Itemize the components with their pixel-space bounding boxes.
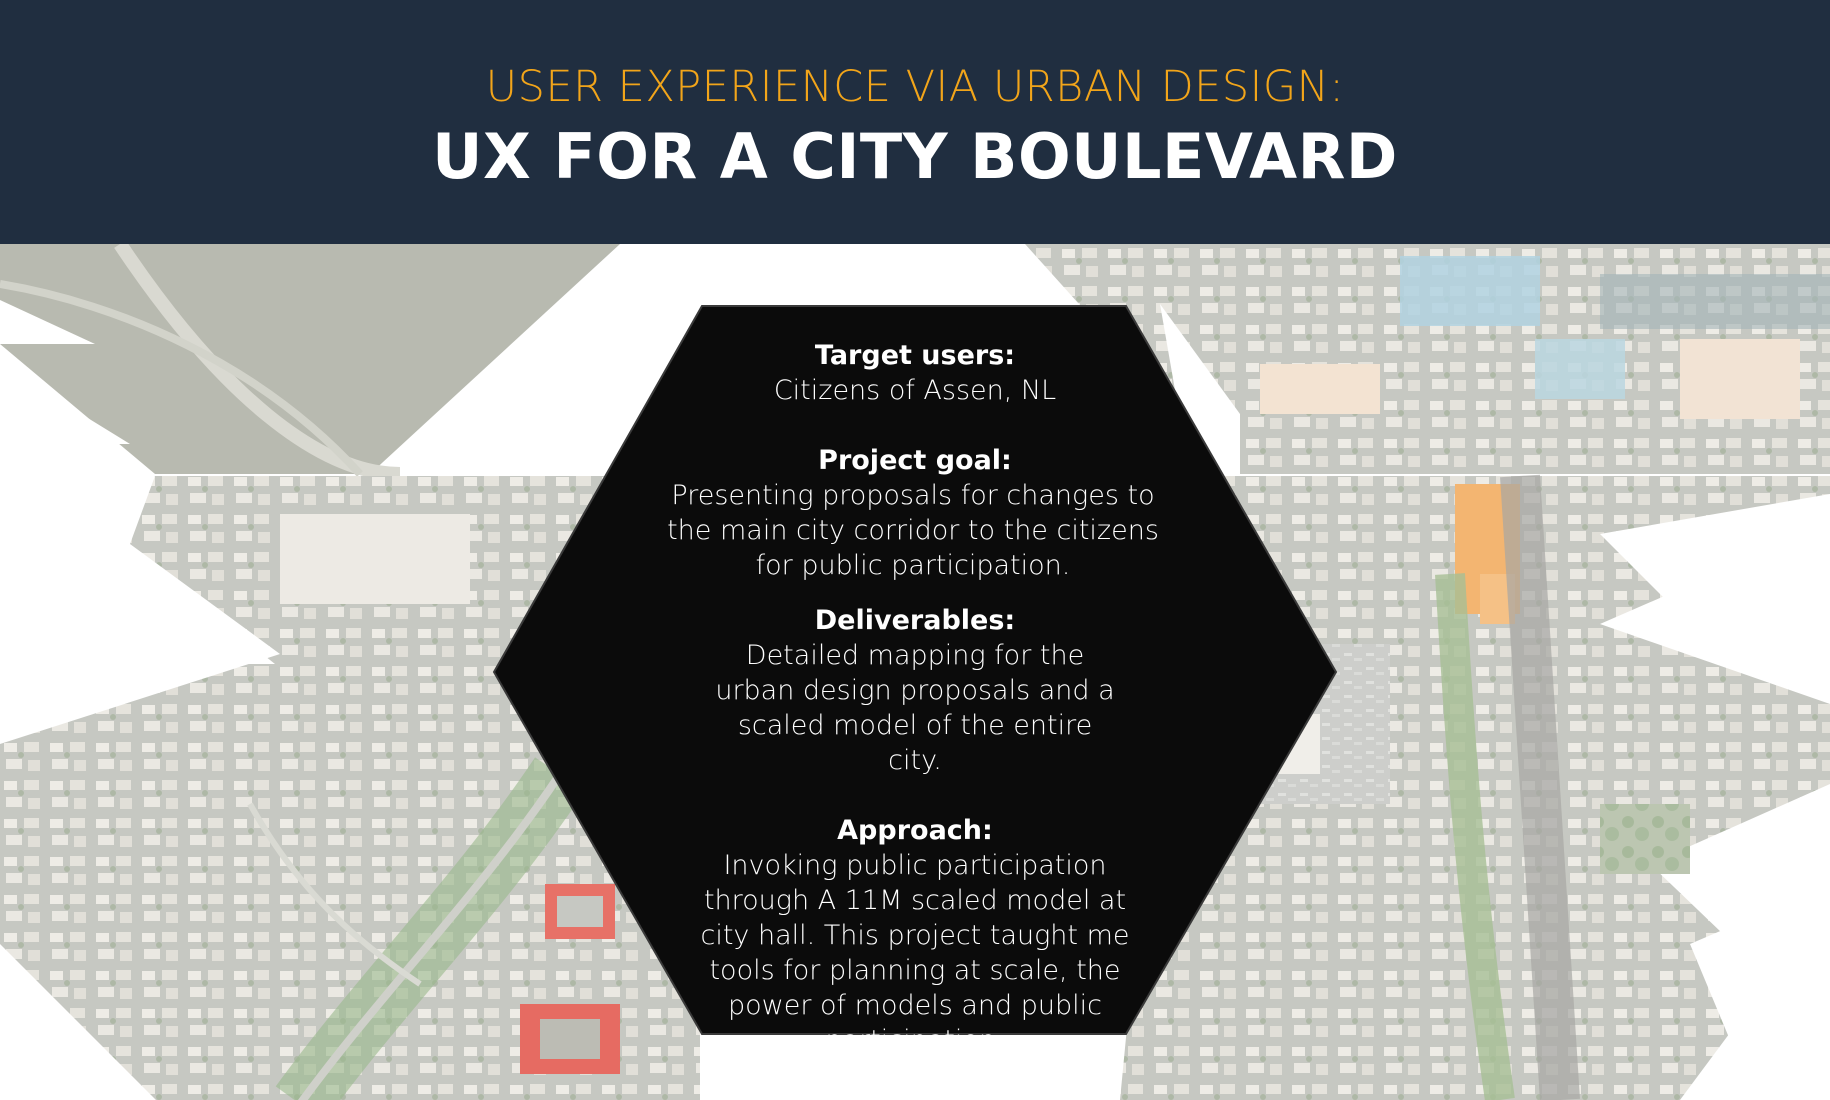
section-body: Presenting proposals for changes to the … [667,480,1159,581]
collage-cutout [1600,494,1830,674]
section-target-users: Target users: Citizens of Assen, NL [618,338,1212,408]
info-hexagon [492,305,1338,1035]
section-heading: Approach: [837,815,993,846]
section-heading: Deliverables: [814,605,1016,636]
collage-cutout [0,544,275,664]
page-title: UX FOR A CITY BOULEVARD [432,120,1398,193]
collage-cutout [0,300,95,344]
section-body: Invoking public participation through A … [700,850,1130,1056]
map-tile-top-left [0,244,620,481]
section-approach: Approach: Invoking public participation … [618,813,1212,1058]
section-heading: Target users: [814,340,1016,371]
collage-cutout [1690,884,1830,1064]
section-heading: Project goal: [818,445,1012,476]
city-model-aerial-image [0,244,1830,1100]
section-body: Citizens of Assen, NL [773,375,1057,406]
hexagon-content: Target users: Citizens of Assen, NL Proj… [618,338,1212,1093]
collage-cutout [0,364,130,444]
section-deliverables: Deliverables: Detailed mapping for the u… [618,603,1212,778]
collage-cutout [1160,304,1240,476]
header-banner: USER EXPERIENCE VIA URBAN DESIGN: UX FOR… [0,0,1830,244]
section-project-goal: Project goal: Presenting proposals for c… [618,443,1212,583]
page-subtitle: USER EXPERIENCE VIA URBAN DESIGN: [485,62,1345,112]
section-body: Detailed mapping for the urban design pr… [715,640,1115,776]
